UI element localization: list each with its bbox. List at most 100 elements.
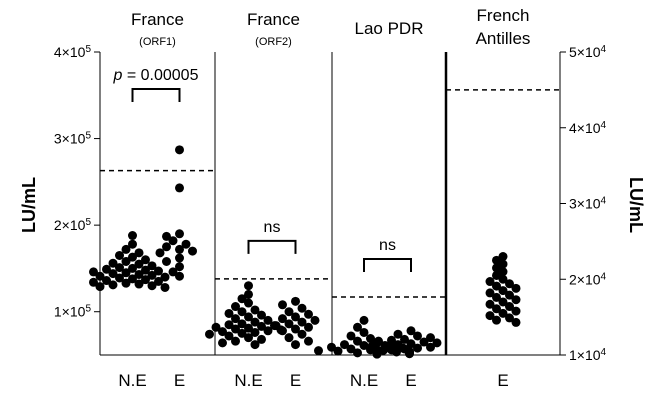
data-point	[367, 341, 377, 351]
data-point	[304, 322, 313, 332]
data-point	[387, 345, 396, 355]
data-point	[314, 346, 323, 356]
panel-titles: France (ORF1) France (ORF2) Lao PDR French Ant…	[131, 6, 530, 48]
data-point	[310, 315, 320, 325]
data-point	[141, 265, 150, 275]
data-point	[250, 317, 260, 327]
data-point	[400, 334, 409, 344]
data-point	[257, 310, 266, 320]
data-point	[244, 323, 253, 333]
data-point	[175, 271, 184, 281]
data-point	[147, 261, 157, 271]
data-point	[263, 315, 273, 325]
data-point	[271, 321, 281, 331]
axis-ticks: 1×105 2×105 3×105 4×105 1×104 2×104 3×104 4×104…	[54, 44, 607, 364]
data-point	[492, 281, 501, 291]
data-point	[128, 231, 137, 241]
data-point	[121, 244, 131, 254]
panel-1-title: France	[131, 10, 184, 29]
y-tick-label-left: 4×105	[54, 44, 92, 61]
data-point	[108, 269, 118, 279]
data-point	[505, 313, 514, 323]
data-point	[304, 336, 313, 346]
y-tick-label-right: 4×104	[569, 119, 607, 136]
data-point	[380, 340, 390, 350]
data-point	[121, 278, 131, 288]
data-point	[231, 324, 240, 334]
data-point	[413, 331, 422, 341]
data-point	[291, 324, 300, 334]
data-point	[160, 282, 170, 292]
data-point	[393, 340, 403, 350]
data-point	[244, 333, 253, 343]
y-axis-label-left: LU/mL	[19, 177, 39, 233]
data-point	[102, 276, 111, 286]
data-point	[218, 338, 227, 348]
data-point	[432, 338, 442, 348]
data-point	[374, 336, 383, 346]
data-point	[250, 340, 260, 350]
data-point	[102, 264, 111, 274]
data-point	[297, 317, 307, 327]
data-point	[237, 307, 247, 317]
data-point	[346, 331, 356, 341]
data-point	[154, 266, 163, 276]
data-point	[505, 290, 514, 300]
plot-frame	[99, 52, 561, 356]
panel-1-comparison-label: p = 0.00005	[113, 67, 199, 84]
data-point	[134, 279, 144, 289]
data-point	[406, 326, 416, 336]
data-point	[492, 270, 501, 280]
data-point	[224, 331, 234, 341]
data-point	[121, 268, 131, 278]
data-point	[175, 145, 184, 155]
data-point	[498, 252, 508, 262]
y-tick-label-right: 3×104	[569, 195, 607, 212]
panel-2-group-label: E	[290, 371, 301, 390]
data-point	[95, 271, 105, 281]
data-point	[284, 333, 294, 343]
data-point	[387, 335, 396, 345]
data-point	[511, 306, 521, 316]
data-point	[175, 262, 184, 272]
data-point	[492, 315, 501, 325]
data-point	[257, 321, 266, 331]
data-point	[231, 314, 240, 324]
data-point	[147, 281, 157, 291]
data-point	[89, 277, 98, 287]
data-point	[284, 307, 294, 317]
data-point	[231, 336, 240, 346]
data-point	[244, 281, 253, 291]
data-point	[284, 319, 294, 329]
data-point	[224, 308, 234, 318]
data-point	[333, 346, 343, 356]
data-point	[353, 348, 362, 358]
data-point	[511, 317, 521, 327]
data-point	[366, 334, 375, 344]
data-point	[505, 302, 514, 312]
data-points	[89, 145, 521, 359]
data-point	[492, 304, 501, 314]
panel-1-group-label: N.E	[118, 371, 146, 390]
data-point	[498, 308, 508, 318]
data-point	[181, 239, 191, 249]
data-point	[128, 239, 137, 249]
panel-4-title: French	[477, 6, 530, 25]
data-point	[168, 267, 178, 277]
comparison-brackets: p = 0.00005 ns ns	[113, 67, 412, 272]
y-tick-label-left: 2×105	[54, 217, 92, 234]
data-point	[162, 231, 171, 241]
data-point	[263, 326, 273, 336]
data-point	[147, 270, 157, 280]
data-point	[498, 286, 508, 296]
data-point	[327, 342, 336, 352]
data-point	[128, 252, 137, 262]
data-point	[155, 248, 165, 258]
data-point	[237, 294, 247, 304]
data-point	[175, 253, 184, 263]
data-point	[175, 183, 184, 193]
data-point	[498, 274, 508, 284]
y-tick-label-left: 3×105	[54, 130, 92, 147]
data-point	[134, 259, 144, 269]
